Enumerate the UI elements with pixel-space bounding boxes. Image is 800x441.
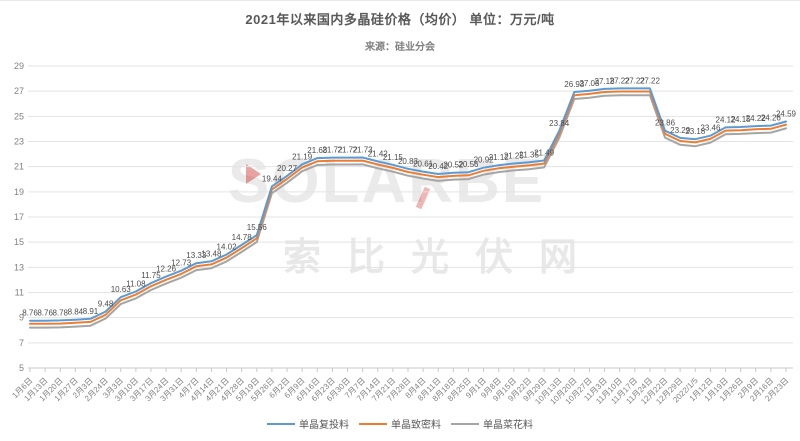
legend-line-swatch-blue [267,422,295,425]
data-label: 14.02 [217,242,238,251]
y-axis-tick-label: 23 [14,137,24,147]
data-label: 14.78 [232,233,253,242]
legend-line-swatch-orange [359,422,387,425]
data-label: 27.22 [625,76,646,85]
series-line-单晶致密料 [29,90,787,325]
y-axis-tick-label: 21 [14,162,24,172]
y-axis-tick-label: 7 [19,338,24,348]
legend-item-recharging-material: 单晶复投料 [267,416,349,431]
series-line-单晶菜花料 [29,94,787,329]
data-label: 21.72 [338,146,359,155]
y-axis-tick-label: 19 [14,187,24,197]
data-label: 21.19 [292,152,313,161]
data-label: 20.27 [277,164,298,173]
data-label: 21.72 [322,146,343,155]
data-label: 11.75 [141,271,161,280]
y-axis-tick-label: 9 [19,313,24,323]
data-label: 21.15 [383,153,404,162]
data-label: 23.86 [655,119,676,128]
chart-source-label: 来源：硅业分会 [365,42,435,53]
data-label: 20.42 [428,162,449,171]
legend-line-swatch-gray [451,422,479,425]
data-label: 8.76 [22,309,38,318]
legend-label: 单晶菜花料 [483,420,533,431]
data-label: 21.49 [534,149,555,158]
data-label: 23.46 [700,124,721,133]
y-axis-tick-label: 5 [19,363,24,373]
data-label: 24.59 [776,109,797,118]
data-label: 21.25 [504,152,525,161]
page-title: 2021年以来国内多晶硅价格（均价） 单位：万元/吨 [245,12,555,27]
data-label: 20.52 [443,161,464,170]
data-label: 21.35 [519,150,540,159]
data-label: 19.44 [262,174,283,183]
series-line-单晶复投料 [29,87,787,322]
data-label: 21.12 [489,153,510,162]
y-axis-tick-label: 15 [14,237,24,247]
data-label: 21.42 [368,149,389,158]
y-axis-tick-label: 29 [14,61,24,71]
data-label: 27.22 [640,76,661,85]
data-label: 8.91 [83,307,99,316]
data-label: 26.93 [564,80,585,89]
data-label: 13.48 [201,249,222,258]
data-label: 27.22 [610,76,631,85]
data-label: 12.73 [171,259,192,268]
data-label: 20.61 [413,160,434,169]
data-label: 20.56 [458,160,479,169]
data-label: 10.63 [111,285,132,294]
data-label: 13.33 [186,251,207,260]
legend-item-dense-material: 单晶致密料 [359,416,441,431]
data-label: 23.18 [685,127,706,136]
data-label: 23.84 [549,119,570,128]
y-axis-tick-label: 11 [15,288,24,298]
data-label: 24.22 [746,114,767,123]
data-label: 24.26 [761,114,782,123]
data-label: 12.26 [156,265,177,274]
data-label: 8.78 [52,308,68,317]
legend-item-cauliflower-material: 单晶菜花料 [451,416,533,431]
data-label: 21.73 [353,145,374,154]
data-label: 9.48 [98,300,114,309]
y-axis-tick-label: 25 [14,111,24,121]
data-label: 24.15 [731,115,752,124]
polysilicon-price-line-chart: 579111315171921232527291月6日1月13日1月20日1月2… [10,61,797,406]
data-label: 15.56 [247,223,268,232]
data-label: 8.84 [68,308,84,317]
y-axis-tick-label: 27 [14,86,24,96]
legend-label: 单晶复投料 [299,420,349,431]
data-label: 20.92 [474,156,495,165]
legend-label: 单晶致密料 [391,420,441,431]
y-axis-tick-label: 17 [14,212,24,222]
data-label: 23.29 [670,126,691,135]
y-axis-tick-label: 13 [14,262,24,272]
data-label: 24.12 [716,115,737,124]
data-label: 21.68 [307,146,328,155]
chart-legend: 单晶复投料 单晶致密料 单晶菜花料 [0,416,800,431]
data-label: 11.08 [126,279,146,288]
data-label: 27.03 [579,79,600,88]
data-label: 8.76 [37,309,53,318]
data-label: 27.18 [595,77,616,86]
data-label: 20.83 [398,157,419,166]
